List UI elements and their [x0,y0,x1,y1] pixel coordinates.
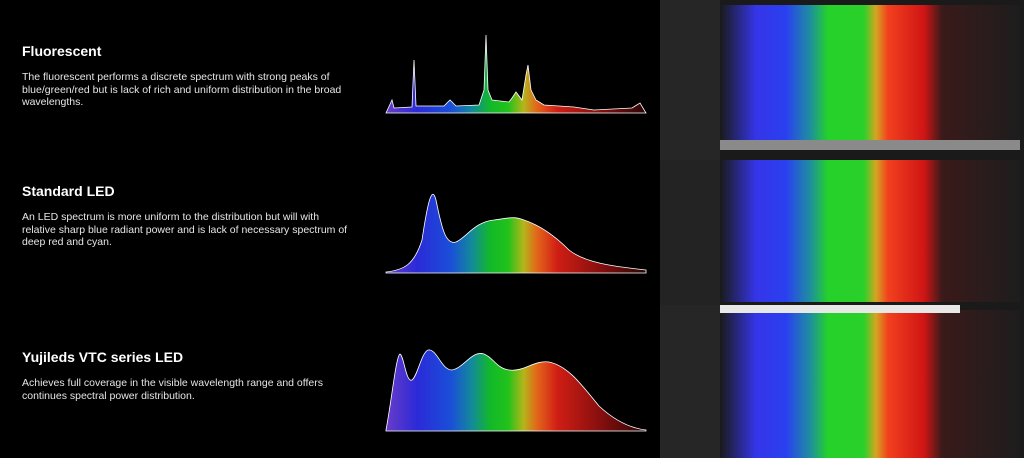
section-title: Fluorescent [22,43,102,59]
vtc-led-spectrum-chart [385,349,647,432]
standard-led-spectrum-photo [660,160,1024,305]
fluorescent-section: Fluorescent The fluorescent performs a d… [22,43,352,109]
standard-led-spectrum-chart [385,193,647,274]
section-description: Achieves full coverage in the visible wa… [22,377,323,402]
section-description: The fluorescent performs a discrete spec… [22,71,342,108]
standard-led-section: Standard LED An LED spectrum is more uni… [22,183,352,249]
section-title: Standard LED [22,183,115,199]
vtc-led-spectrum-photo [660,305,1024,458]
vtc-led-section: Yujileds VTC series LED Achieves full co… [22,349,352,402]
fluorescent-spectrum-photo [660,0,1024,160]
fluorescent-spectrum-chart [385,34,647,114]
section-title: Yujileds VTC series LED [22,349,184,365]
section-description: An LED spectrum is more uniform to the d… [22,211,348,248]
